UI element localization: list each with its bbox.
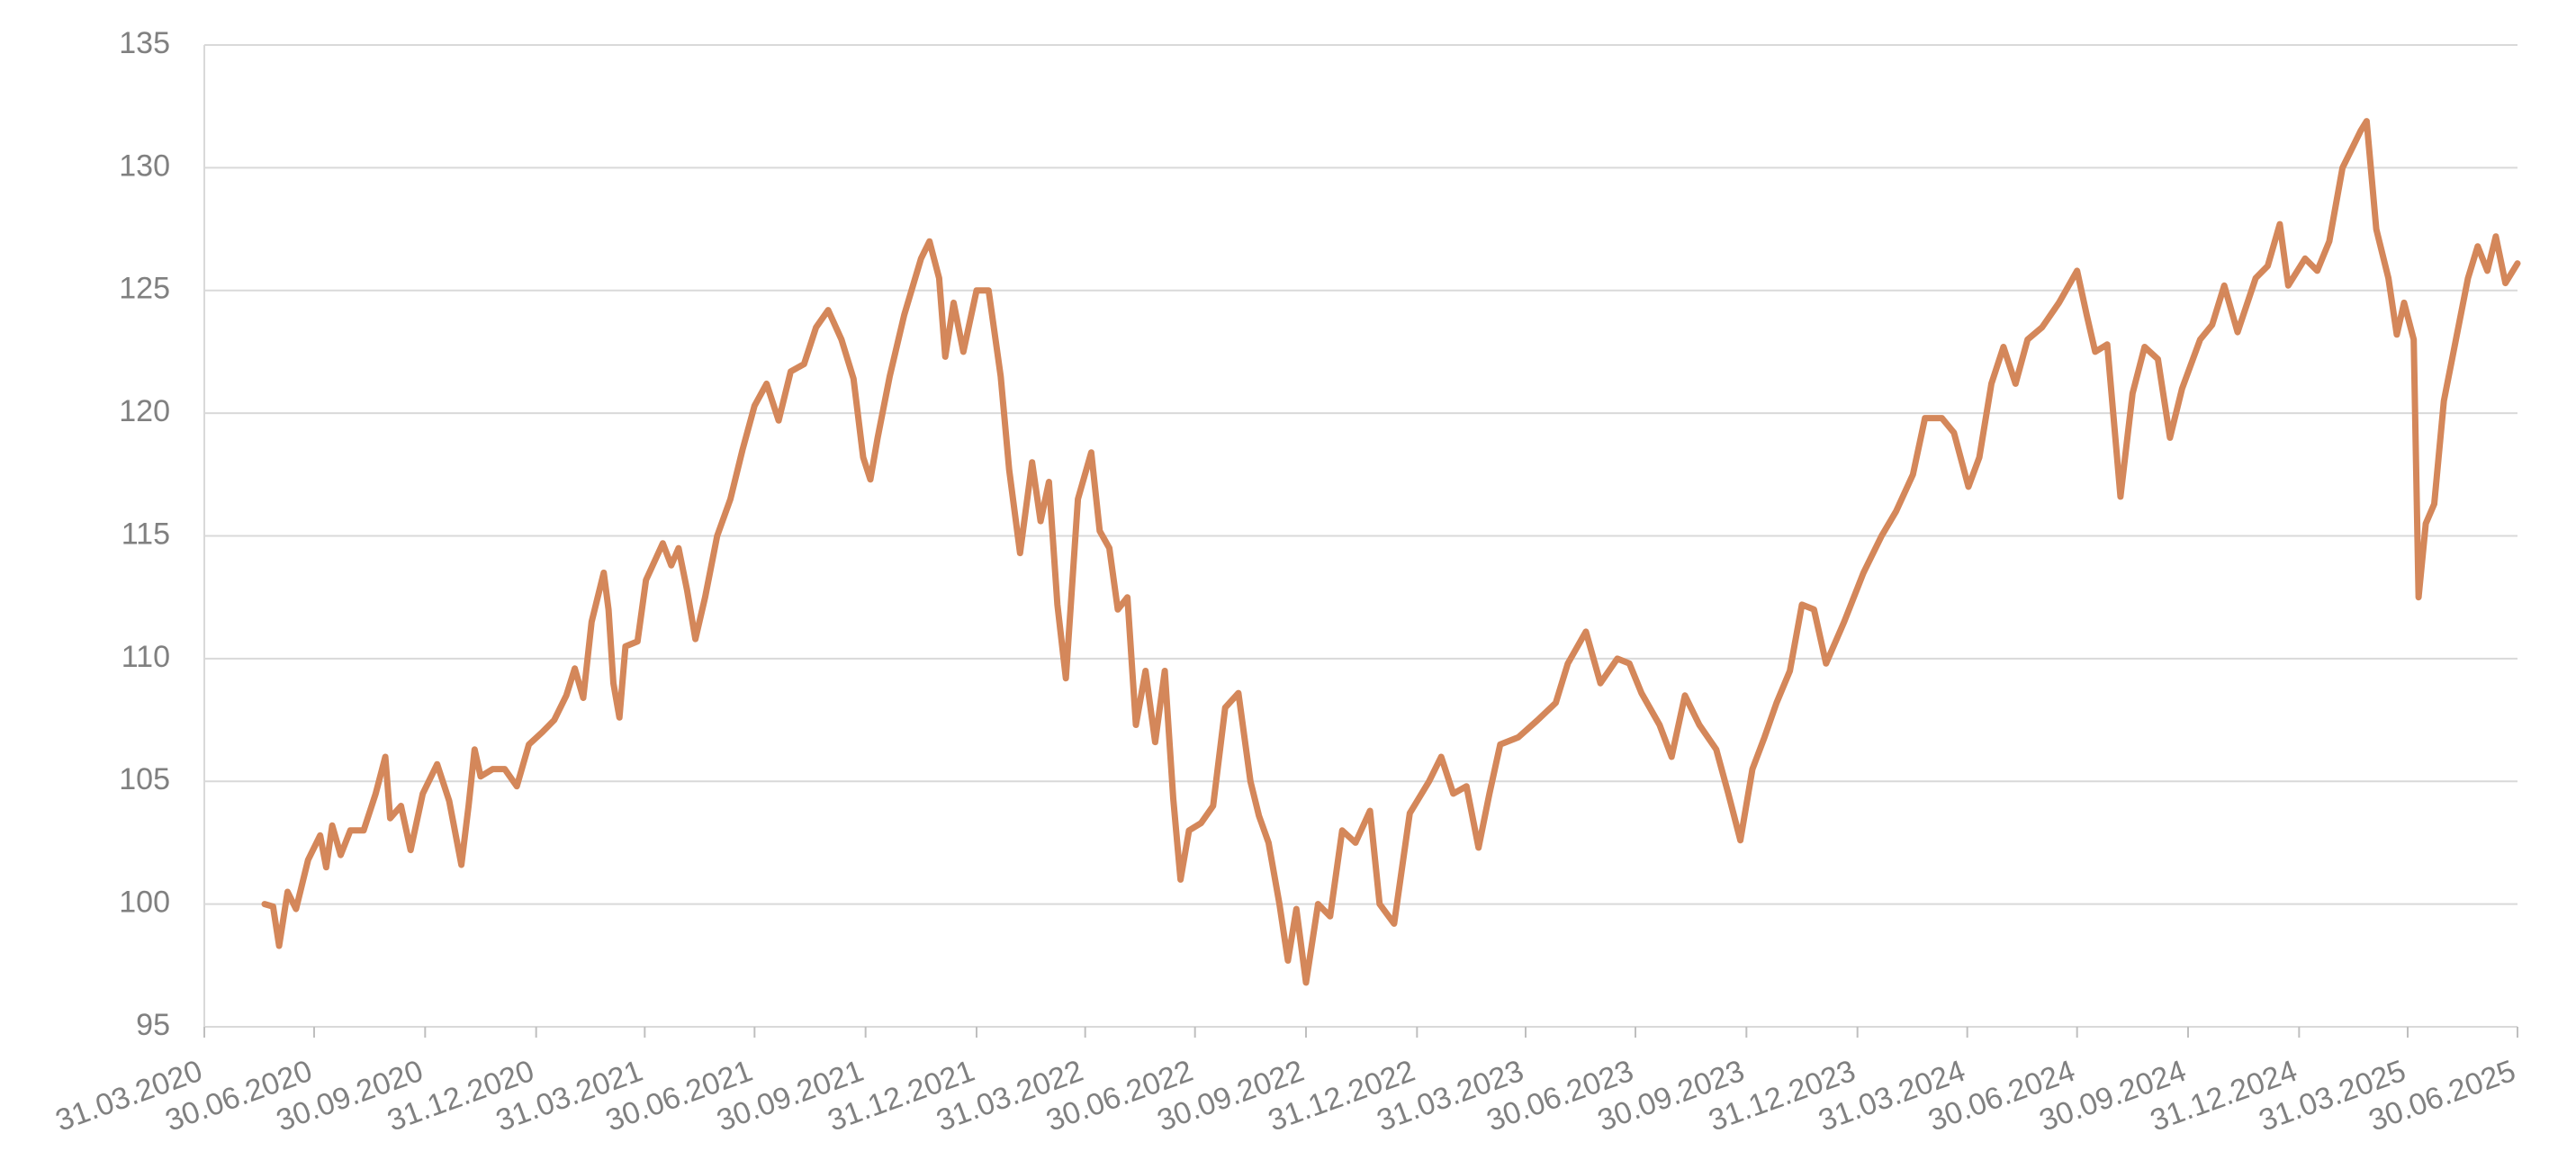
y-tick-label: 105 [119,762,170,796]
y-tick-label: 120 [119,394,170,428]
y-tick-label: 125 [119,272,170,306]
y-tick-label: 95 [136,1008,170,1042]
y-tick-label: 110 [122,640,170,674]
y-tick-label: 115 [122,517,170,551]
y-tick-label: 135 [119,26,170,60]
y-tick-label: 100 [119,886,170,920]
y-tick-label: 130 [119,148,170,183]
data-line [261,118,2521,986]
